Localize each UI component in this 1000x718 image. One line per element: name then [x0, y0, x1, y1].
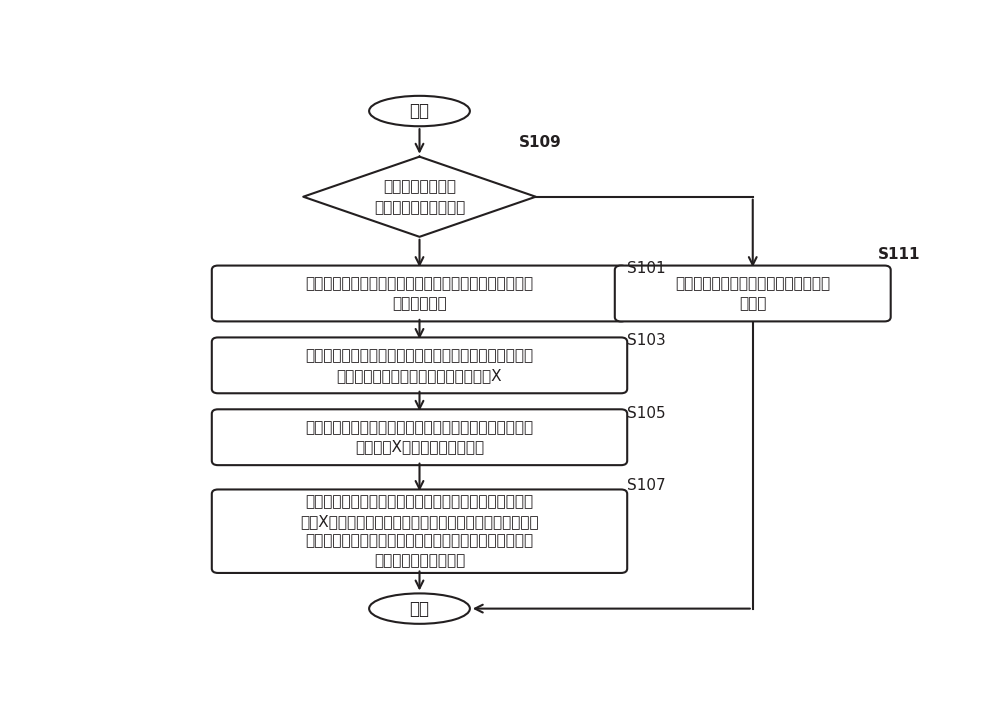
- Text: S109: S109: [519, 135, 561, 150]
- Text: 从链路聚合端口的状态寄存器中获取链路聚合端口的成员
端口状态信息: 从链路聚合端口的状态寄存器中获取链路聚合端口的成员 端口状态信息: [305, 276, 534, 311]
- Text: S101: S101: [627, 261, 666, 276]
- Text: S107: S107: [627, 477, 666, 493]
- FancyBboxPatch shape: [212, 266, 627, 322]
- Text: 判断网络侧出端口
是否为链路聚合端口？: 判断网络侧出端口 是否为链路聚合端口？: [374, 179, 465, 215]
- FancyBboxPatch shape: [212, 409, 627, 465]
- Polygon shape: [303, 157, 536, 237]
- FancyBboxPatch shape: [615, 266, 891, 322]
- Ellipse shape: [369, 95, 470, 126]
- Text: 根据获取的成员端口状态信息，得到链路聚合端口的成员
端口中产生信号劣化光路衰减的个数值X: 根据获取的成员端口状态信息，得到链路聚合端口的成员 端口中产生信号劣化光路衰减的…: [305, 348, 534, 383]
- Text: S105: S105: [627, 406, 666, 421]
- Text: 开始: 开始: [410, 102, 430, 120]
- Text: 将得到链路聚合端口的成员端口中产生信号劣化光路衰减
的个数值X与预定阈值进行比较: 将得到链路聚合端口的成员端口中产生信号劣化光路衰减 的个数值X与预定阈值进行比较: [305, 420, 534, 454]
- Text: 按照现有技术进行信号劣化上报切换保
护处理: 按照现有技术进行信号劣化上报切换保 护处理: [675, 276, 830, 311]
- FancyBboxPatch shape: [212, 490, 627, 573]
- Text: S103: S103: [627, 333, 666, 348]
- Ellipse shape: [369, 593, 470, 624]
- Text: 当链路聚合端口的成员端口中产生信号劣化光路衰减的个
数值X大于预定阈值时，将链路聚合端口的所有成员端口状
态设置为信号劣化状态，并通知虚段层上报故障进行业务
保: 当链路聚合端口的成员端口中产生信号劣化光路衰减的个 数值X大于预定阈值时，将链路…: [300, 494, 539, 569]
- Text: S111: S111: [878, 247, 921, 262]
- FancyBboxPatch shape: [212, 337, 627, 393]
- Text: 结束: 结束: [410, 600, 430, 617]
